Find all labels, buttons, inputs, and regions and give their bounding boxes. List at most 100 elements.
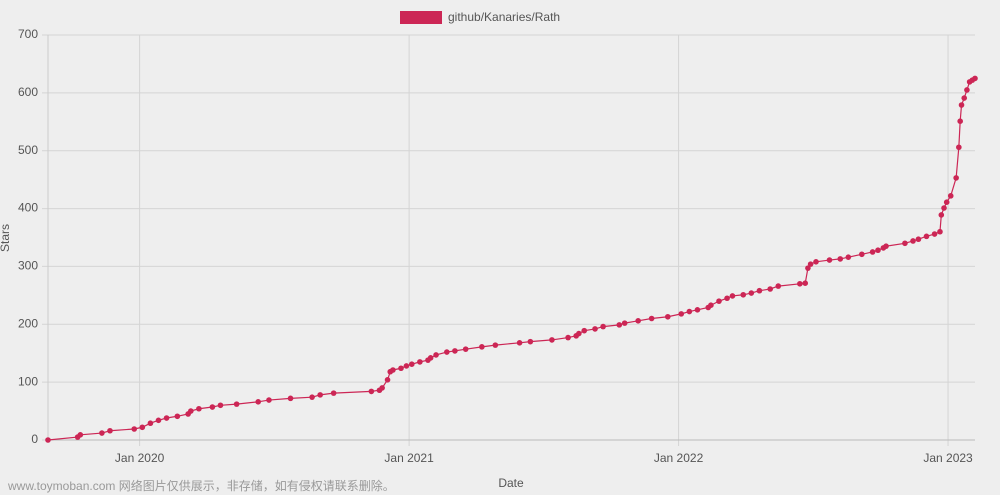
x-tick-label: Jan 2023 bbox=[923, 451, 973, 465]
data-point bbox=[953, 175, 959, 181]
data-point bbox=[309, 394, 315, 400]
series-line bbox=[47, 77, 976, 441]
data-point bbox=[452, 348, 458, 354]
data-point bbox=[379, 385, 385, 391]
data-point bbox=[826, 257, 833, 263]
data-point bbox=[716, 298, 722, 304]
data-point bbox=[139, 424, 146, 431]
data-point bbox=[943, 199, 950, 206]
data-point bbox=[837, 256, 844, 262]
legend-label: github/Kanaries/Rath bbox=[448, 10, 560, 24]
data-point bbox=[390, 367, 396, 373]
data-point bbox=[209, 404, 216, 410]
data-point bbox=[616, 322, 623, 328]
data-point bbox=[45, 437, 51, 443]
data-point bbox=[859, 251, 865, 258]
data-point bbox=[883, 243, 889, 249]
data-point bbox=[576, 330, 582, 337]
data-point bbox=[957, 118, 963, 125]
y-tick-label: 200 bbox=[18, 316, 38, 330]
data-point bbox=[664, 313, 671, 320]
data-point bbox=[938, 212, 945, 218]
data-point bbox=[417, 359, 423, 365]
data-point bbox=[330, 390, 337, 396]
data-point bbox=[958, 102, 965, 108]
watermark: www.toymoban.com 网络图片仅供展示，非存储，如有侵权请联系删除。 bbox=[7, 478, 395, 493]
x-tick-label: Jan 2021 bbox=[384, 451, 434, 465]
data-point bbox=[233, 401, 240, 407]
y-tick-label: 300 bbox=[18, 259, 38, 273]
data-point bbox=[549, 337, 555, 343]
data-point bbox=[403, 363, 410, 369]
data-point bbox=[317, 392, 323, 398]
data-point bbox=[724, 295, 730, 302]
data-point bbox=[433, 352, 439, 358]
data-point bbox=[266, 397, 272, 403]
data-point bbox=[813, 259, 819, 265]
data-point bbox=[462, 346, 469, 352]
data-point bbox=[947, 193, 954, 199]
y-tick-label: 400 bbox=[18, 201, 38, 215]
data-point bbox=[972, 75, 978, 82]
y-tick-label: 700 bbox=[18, 27, 38, 41]
data-point bbox=[956, 144, 962, 151]
data-point bbox=[694, 307, 701, 313]
data-point bbox=[155, 417, 162, 424]
data-point bbox=[147, 420, 154, 427]
data-point bbox=[196, 405, 202, 412]
data-point bbox=[99, 430, 105, 436]
data-point bbox=[797, 280, 803, 287]
data-point bbox=[748, 290, 755, 296]
data-point bbox=[527, 338, 534, 345]
data-point bbox=[592, 326, 598, 332]
data-point bbox=[910, 238, 916, 244]
x-tick-label: Jan 2022 bbox=[654, 451, 704, 465]
data-point bbox=[444, 349, 450, 355]
data-point bbox=[408, 361, 415, 368]
data-point bbox=[384, 377, 391, 383]
data-point bbox=[740, 291, 747, 298]
data-point bbox=[775, 283, 782, 289]
data-point bbox=[845, 254, 852, 260]
data-point bbox=[915, 236, 922, 243]
data-point bbox=[581, 327, 588, 334]
data-point bbox=[729, 293, 736, 299]
data-point bbox=[678, 311, 685, 317]
data-point bbox=[131, 426, 138, 432]
data-point bbox=[188, 408, 194, 414]
x-axis-label: Date bbox=[498, 476, 524, 490]
data-point bbox=[217, 402, 224, 409]
data-point bbox=[516, 340, 523, 346]
data-point bbox=[937, 228, 943, 235]
data-point bbox=[875, 247, 881, 254]
data-point bbox=[368, 388, 375, 395]
data-point bbox=[767, 286, 773, 292]
data-point bbox=[708, 302, 714, 308]
data-point bbox=[902, 240, 908, 247]
data-point bbox=[163, 415, 170, 421]
data-point bbox=[964, 87, 970, 93]
legend-swatch bbox=[400, 11, 442, 24]
data-point bbox=[255, 399, 261, 405]
y-axis-label: Stars bbox=[0, 224, 12, 252]
data-point bbox=[802, 280, 809, 287]
y-tick-label: 600 bbox=[18, 85, 38, 99]
data-point bbox=[621, 320, 628, 326]
x-tick-label: Jan 2020 bbox=[115, 451, 165, 465]
data-point bbox=[756, 287, 763, 294]
data-point bbox=[492, 342, 499, 348]
data-point bbox=[565, 334, 571, 341]
data-point bbox=[107, 427, 113, 434]
data-point bbox=[961, 95, 968, 101]
y-tick-label: 500 bbox=[18, 143, 38, 157]
data-point bbox=[941, 205, 947, 211]
data-point bbox=[869, 249, 876, 255]
data-point bbox=[174, 413, 181, 420]
y-tick-label: 100 bbox=[18, 374, 38, 388]
data-point bbox=[648, 315, 655, 322]
data-point bbox=[600, 323, 606, 330]
data-point bbox=[479, 344, 485, 350]
data-point bbox=[686, 308, 693, 315]
